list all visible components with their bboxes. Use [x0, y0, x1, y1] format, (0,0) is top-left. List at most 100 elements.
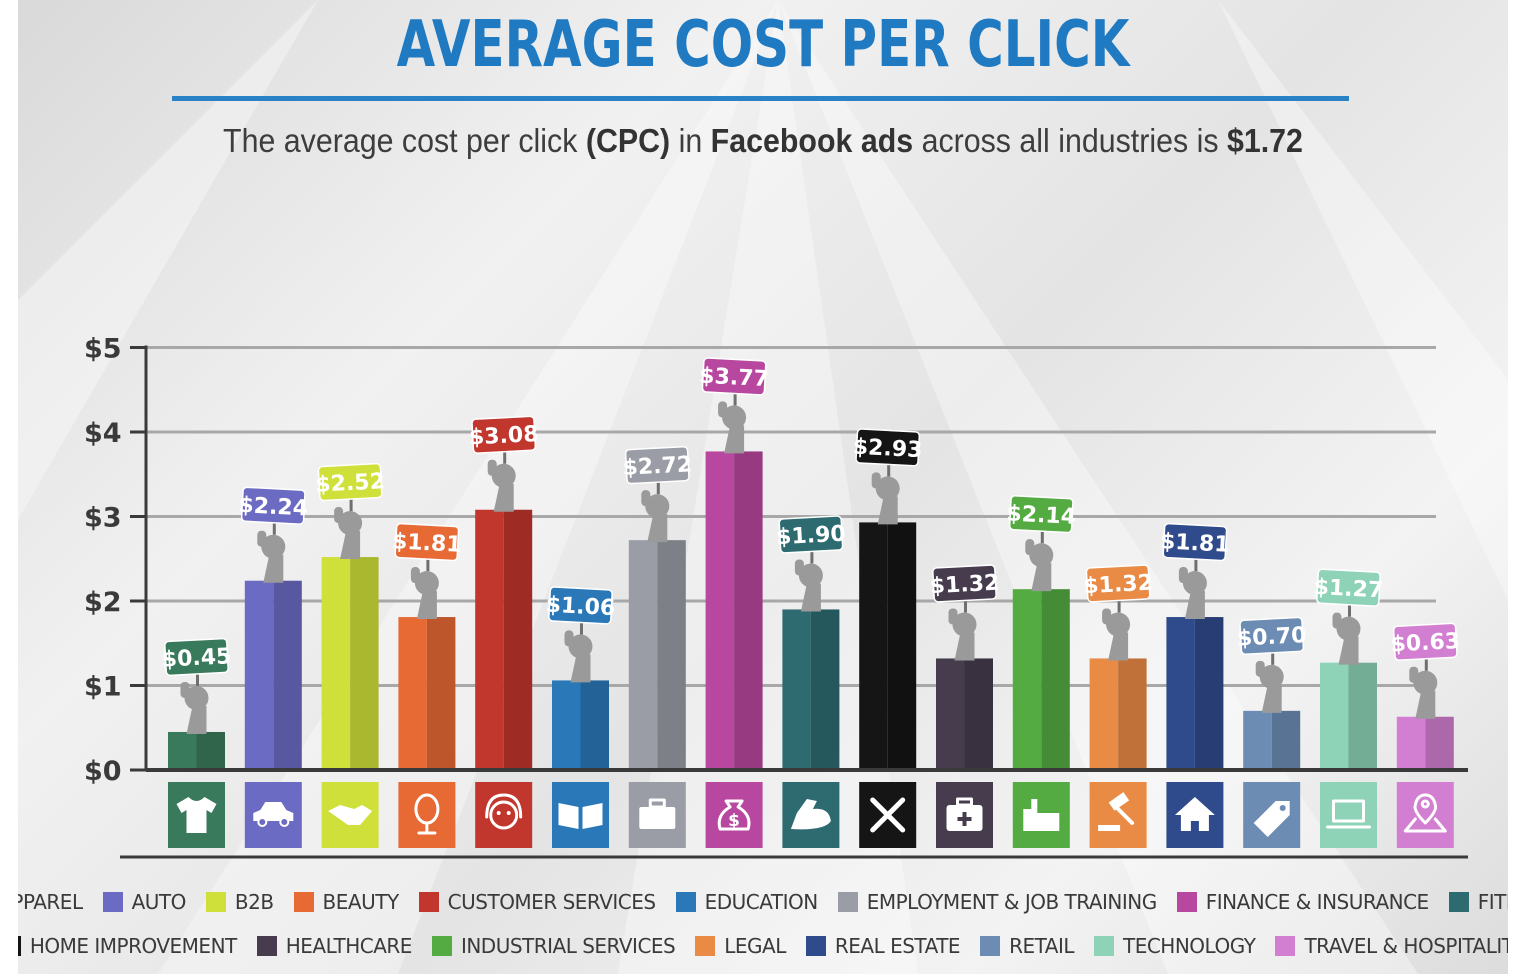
price-tag: $1.27 — [1313, 568, 1384, 607]
hand-holding-sign — [1255, 648, 1284, 713]
bar-shade — [196, 731, 225, 770]
price-tag-icon — [1243, 782, 1301, 848]
price-tag: $0.63 — [1390, 622, 1461, 661]
bar — [1320, 662, 1349, 770]
price-tag: $1.06 — [545, 586, 616, 625]
legend-item: EDUCATION — [675, 890, 818, 914]
mirror-icon — [398, 782, 456, 848]
legend-label: APPAREL — [18, 890, 83, 914]
gavel-icon — [1089, 782, 1147, 848]
hand-holding-sign — [1332, 600, 1361, 665]
bar-shade — [1118, 658, 1147, 770]
first-aid-kit-icon — [936, 782, 993, 848]
legend-label: EMPLOYMENT & JOB TRAINING — [866, 890, 1158, 914]
y-tick-label: $1 — [84, 672, 122, 703]
hand-holding-sign — [410, 555, 439, 620]
price-tag: $3.77 — [699, 357, 769, 396]
hand-holding-sign — [718, 389, 747, 454]
bar-group: $2.52 — [315, 462, 386, 770]
legend-item: INDUSTRIAL SERVICES — [431, 934, 676, 958]
bar — [1012, 589, 1042, 770]
legend-label: LEGAL — [724, 934, 786, 958]
chart-title: AVERAGE COST PER CLICK — [396, 8, 1130, 82]
hand-holding-sign — [794, 547, 823, 612]
y-tick-label: $0 — [84, 756, 122, 787]
background-ray — [1218, 0, 1508, 600]
legend-item: B2B — [205, 890, 274, 914]
bar — [475, 509, 504, 770]
bar — [1396, 716, 1426, 770]
value-label: $0.70 — [1236, 623, 1307, 652]
bar-shade — [580, 680, 609, 770]
bar — [859, 522, 888, 770]
bar-group: $1.90 — [776, 515, 847, 770]
hand-holding-sign — [871, 460, 900, 525]
subtitle-part: across all industries is — [913, 122, 1227, 159]
y-tick-label: $3 — [84, 503, 122, 534]
car-icon — [244, 782, 302, 848]
value-label: $1.06 — [545, 593, 616, 622]
bar-shade — [1271, 710, 1301, 770]
legend-row: HOME IMPROVEMENT HEALTHCARE INDUSTRIAL SER… — [18, 924, 1508, 968]
background-rays — [18, 0, 1508, 974]
value-label: $2.14 — [1006, 501, 1077, 530]
price-tag: $1.32 — [1083, 564, 1154, 603]
hand-holding-sign — [180, 669, 209, 734]
bar-group: $1.27 — [1313, 568, 1384, 770]
bar-shade — [1348, 662, 1377, 770]
bar — [705, 451, 735, 770]
legend-label: RETAIL — [1009, 934, 1074, 958]
legend-swatch — [18, 936, 21, 956]
legend-swatch — [1176, 892, 1197, 912]
value-label: $0.63 — [1390, 629, 1461, 658]
legend-item: APPAREL — [18, 890, 83, 914]
title-underline — [172, 96, 1349, 101]
legend-item: FINANCE & INSURANCE — [1176, 890, 1429, 914]
legend-item: TRAVEL & HOSPITALITY — [1275, 934, 1508, 958]
legend-item: LEGAL — [695, 934, 786, 958]
value-label: $1.81 — [1159, 529, 1230, 558]
bar-group: $1.81 — [1159, 522, 1230, 770]
bar-shade — [810, 609, 840, 770]
bar-group: $1.81 — [391, 522, 462, 770]
value-label: $0.45 — [161, 644, 232, 673]
bar-shade — [350, 557, 379, 770]
value-label: $2.24 — [238, 493, 309, 522]
legend-item: HEALTHCARE — [256, 934, 412, 958]
bar-shade — [503, 509, 533, 770]
bar-group: $1.06 — [545, 586, 616, 770]
hand-holding-sign — [948, 596, 977, 661]
legend-swatch — [418, 892, 439, 912]
bar — [1089, 658, 1119, 770]
value-label: $2.52 — [315, 469, 386, 498]
hand-holding-sign — [334, 495, 363, 560]
legend-item: RETAIL — [980, 934, 1074, 958]
price-tag: $0.70 — [1236, 616, 1307, 655]
bar-shade — [426, 617, 456, 770]
value-label: $1.90 — [776, 522, 847, 551]
bar-group: $0.70 — [1236, 616, 1307, 770]
hand-holding-sign — [1102, 596, 1131, 661]
chart-subtitle: The average cost per click (CPC) in Face… — [78, 122, 1449, 160]
legend-item: CUSTOMER SERVICES — [418, 890, 656, 914]
legend-swatch — [431, 936, 452, 956]
price-tag: $2.93 — [852, 428, 923, 467]
legend-label: B2B — [234, 890, 274, 914]
legend-swatch — [837, 892, 858, 912]
bar-group: $2.93 — [852, 428, 923, 770]
bar — [936, 658, 965, 770]
bar-shade — [1041, 589, 1070, 770]
y-tick-label: $4 — [84, 418, 122, 449]
y-tick-label: $2 — [84, 587, 122, 618]
y-tick-label: $5 — [84, 334, 122, 365]
background-ray — [158, 0, 778, 974]
value-label: $3.08 — [468, 422, 539, 451]
hand-holding-sign — [1178, 555, 1207, 620]
bar — [244, 580, 274, 770]
bar — [321, 557, 351, 770]
subtitle-part: Facebook ads — [710, 122, 914, 159]
price-tag: $2.72 — [622, 446, 693, 485]
legend-label: REAL ESTATE — [834, 934, 961, 958]
money-bag-icon: $ — [705, 782, 763, 848]
bar — [782, 609, 811, 770]
